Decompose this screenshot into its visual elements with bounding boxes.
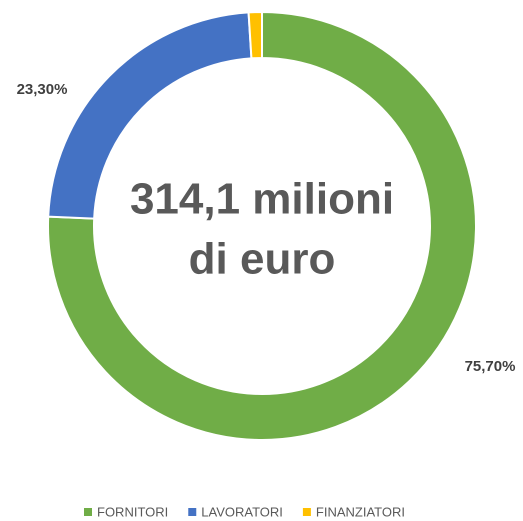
legend-swatch <box>302 508 311 516</box>
legend-swatch <box>188 508 197 516</box>
center-text: di euro <box>189 235 336 284</box>
center-text: 314,1 milioni <box>130 175 394 224</box>
donut-slice <box>47 10 477 441</box>
legend-label: FORNITORI <box>97 504 168 519</box>
legend-swatch <box>84 508 92 516</box>
donut-slice <box>247 10 263 60</box>
legend-label: LAVORATORI <box>201 504 283 519</box>
data-label: 23,30% <box>17 81 68 98</box>
data-label: 75,70% <box>465 358 516 375</box>
legend-label: FINANZIATORI <box>316 504 405 519</box>
